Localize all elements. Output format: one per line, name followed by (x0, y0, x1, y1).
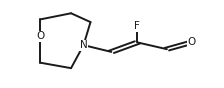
Text: N: N (80, 40, 87, 50)
Text: F: F (134, 21, 140, 31)
Text: O: O (36, 31, 45, 41)
Text: O: O (187, 37, 195, 47)
